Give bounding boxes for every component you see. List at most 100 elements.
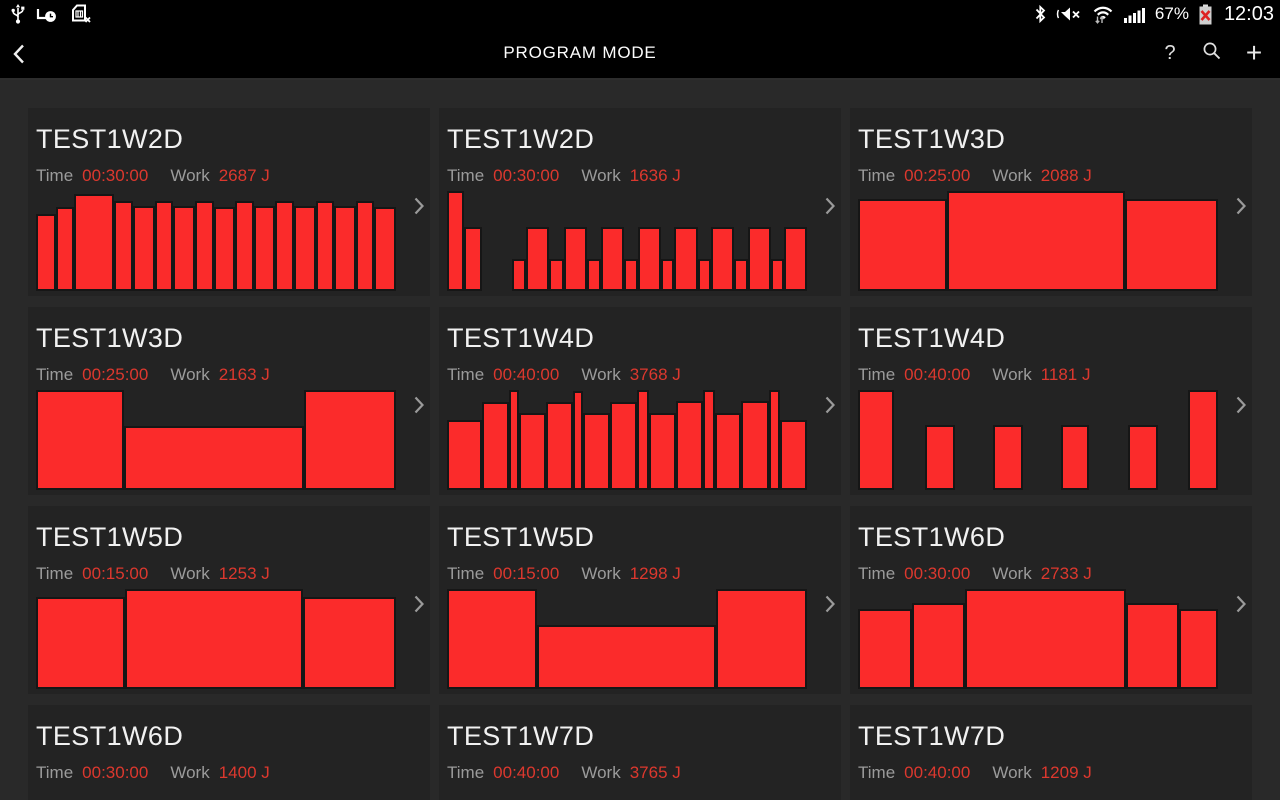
chevron-right-icon[interactable] <box>1235 594 1247 614</box>
program-card[interactable]: TEST1W6D Time 00:30:00 Work 2733 J <box>850 506 1252 694</box>
chart-bar <box>303 597 396 689</box>
chart-bar <box>858 609 912 689</box>
program-card[interactable]: TEST1W4D Time 00:40:00 Work 3768 J <box>439 307 841 495</box>
chart-bar <box>1188 390 1219 490</box>
work-value: 1400 J <box>218 763 270 782</box>
chart-bar <box>303 390 396 490</box>
time-value: 00:40:00 <box>904 365 971 384</box>
program-meta: Time 00:30:00 Work 1400 J <box>36 763 422 783</box>
chevron-right-icon[interactable] <box>824 395 836 415</box>
program-card[interactable]: TEST1W3D Time 00:25:00 Work 2163 J <box>28 307 430 495</box>
chevron-right-icon[interactable] <box>1235 395 1247 415</box>
program-title: TEST1W5D <box>36 522 184 552</box>
time-value: 00:40:00 <box>904 763 971 782</box>
program-card[interactable]: TEST1W5D Time 00:15:00 Work 1253 J <box>28 506 430 694</box>
status-left-icons <box>10 4 92 24</box>
program-card[interactable]: TEST1W2D Time 00:30:00 Work 2687 J <box>28 108 430 296</box>
chart-bar <box>508 390 520 490</box>
work-value: 1636 J <box>629 166 681 185</box>
work-value: 2088 J <box>1040 166 1092 185</box>
chart-bar <box>637 390 650 490</box>
chevron-right-icon[interactable] <box>413 594 425 614</box>
chart-bar <box>55 207 75 291</box>
program-title: TEST1W6D <box>36 721 184 751</box>
chart-bar <box>710 227 734 291</box>
chart-bar <box>586 259 601 291</box>
time-value: 00:15:00 <box>493 564 560 583</box>
chart-bar <box>355 201 375 291</box>
chart-bar <box>1179 609 1218 689</box>
chart-bar <box>213 207 236 291</box>
bluetooth-icon <box>1034 4 1047 24</box>
work-value: 3765 J <box>629 763 681 782</box>
program-card[interactable]: TEST1W5D Time 00:15:00 Work 1298 J <box>439 506 841 694</box>
program-meta: Time 00:15:00 Work 1298 J <box>447 564 833 584</box>
program-title: TEST1W4D <box>447 323 595 353</box>
program-meta: Time 00:25:00 Work 2088 J <box>858 166 1244 186</box>
program-meta: Time 00:40:00 Work 1181 J <box>858 365 1244 385</box>
program-chart <box>858 788 1218 800</box>
search-icon <box>1202 41 1222 66</box>
program-chart <box>858 191 1218 291</box>
time-label: Time <box>447 365 485 384</box>
chevron-right-icon[interactable] <box>824 594 836 614</box>
battery-alert-icon <box>1198 4 1213 25</box>
chart-bar <box>770 259 784 291</box>
work-label: Work <box>581 365 621 384</box>
program-chart <box>447 788 807 800</box>
chevron-right-icon[interactable] <box>413 395 425 415</box>
program-meta: Time 00:40:00 Work 3768 J <box>447 365 833 385</box>
time-value: 00:30:00 <box>493 166 560 185</box>
program-chart <box>858 589 1218 689</box>
chart-bar <box>36 214 56 291</box>
chart-bar <box>546 402 573 490</box>
time-label: Time <box>858 365 896 384</box>
program-card[interactable]: TEST1W4D Time 00:40:00 Work 1181 J <box>850 307 1252 495</box>
program-card[interactable]: TEST1W6D Time 00:30:00 Work 1400 J <box>28 705 430 800</box>
program-title: TEST1W4D <box>858 323 1006 353</box>
chart-bar <box>623 259 638 291</box>
chart-bar <box>649 413 676 490</box>
time-label: Time <box>858 166 896 185</box>
work-value: 3768 J <box>629 365 681 384</box>
search-button[interactable] <box>1194 33 1230 73</box>
chart-bar <box>235 201 254 291</box>
work-value: 1298 J <box>629 564 681 583</box>
chart-bar <box>133 206 155 291</box>
chart-bar <box>703 390 715 490</box>
work-value: 2687 J <box>218 166 270 185</box>
chevron-right-icon[interactable] <box>824 196 836 216</box>
chart-bar <box>583 413 610 490</box>
time-label: Time <box>36 166 74 185</box>
chart-bar <box>675 401 704 490</box>
back-button[interactable] <box>12 42 38 66</box>
chart-bar <box>315 201 335 291</box>
chart-bar <box>768 390 781 490</box>
time-value: 00:30:00 <box>82 763 149 782</box>
program-title: TEST1W5D <box>447 522 595 552</box>
app-bar: PROGRAM MODE ? + <box>0 28 1280 80</box>
chart-bar <box>124 589 304 689</box>
program-card[interactable]: TEST1W3D Time 00:25:00 Work 2088 J <box>850 108 1252 296</box>
program-card[interactable]: TEST1W2D Time 00:30:00 Work 1636 J <box>439 108 841 296</box>
add-button[interactable]: + <box>1236 33 1272 73</box>
program-card[interactable]: TEST1W7D Time 00:40:00 Work 1209 J <box>850 705 1252 800</box>
time-label: Time <box>36 564 74 583</box>
chart-bar <box>447 589 537 689</box>
chevron-right-icon[interactable] <box>413 196 425 216</box>
chart-bar <box>173 206 195 291</box>
program-title: TEST1W7D <box>858 721 1006 751</box>
chart-bar <box>253 206 276 291</box>
chart-bar <box>124 426 304 490</box>
program-title: TEST1W2D <box>447 124 595 154</box>
chevron-right-icon[interactable] <box>1235 196 1247 216</box>
chart-bar <box>964 589 1127 689</box>
chart-bar <box>36 390 125 490</box>
time-value: 00:40:00 <box>493 365 560 384</box>
program-card[interactable]: TEST1W7D Time 00:40:00 Work 3765 J <box>439 705 841 800</box>
work-label: Work <box>170 564 210 583</box>
chart-bar <box>911 603 965 689</box>
help-button[interactable]: ? <box>1152 33 1188 73</box>
time-label: Time <box>36 365 74 384</box>
work-label: Work <box>992 365 1032 384</box>
